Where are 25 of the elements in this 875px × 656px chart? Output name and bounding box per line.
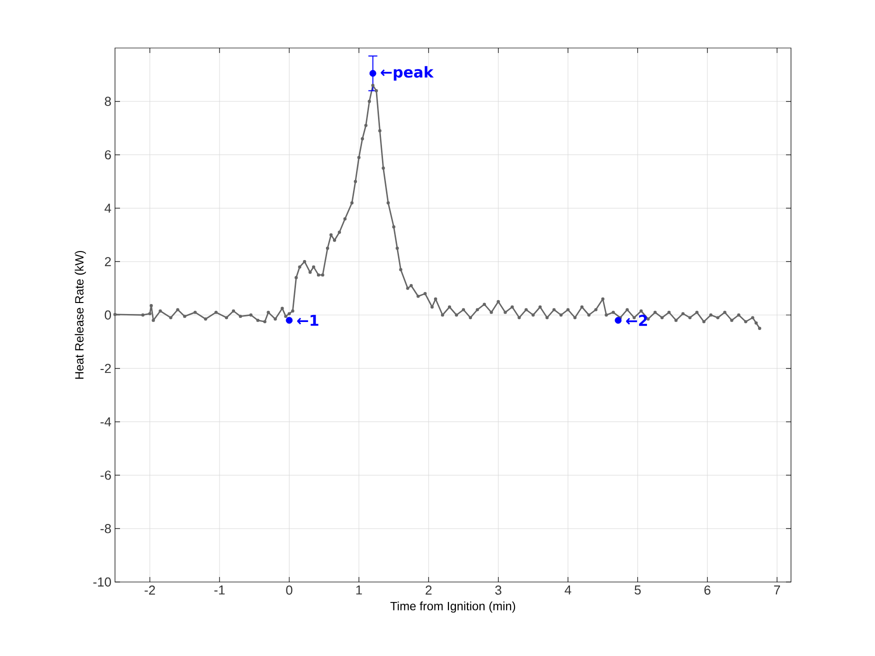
x-tick-label: 6	[704, 586, 710, 595]
y-tick-label: 2	[104, 257, 111, 266]
x-axis-title: Time from Ignition (min)	[390, 602, 516, 613]
x-tick-label: 0	[286, 586, 292, 595]
x-tick-label: -1	[214, 586, 225, 594]
x-tick-label: 5	[634, 586, 641, 595]
annotation: ←1	[297, 314, 318, 326]
x-tick-label: 2	[426, 586, 432, 595]
annotation: ←2	[626, 314, 647, 326]
y-tick-label: -10	[93, 577, 111, 587]
y-tick-label: 0	[104, 310, 111, 320]
y-tick-label: -4	[100, 417, 112, 426]
y-tick-label: -8	[100, 524, 111, 534]
x-tick-label: 3	[495, 586, 502, 595]
x-tick-label: 4	[564, 586, 572, 594]
y-tick-label: 4	[104, 204, 112, 213]
x-tick-label: 1	[356, 586, 362, 594]
y-tick-label: -6	[100, 470, 111, 480]
y-tick-label: -2	[100, 364, 111, 373]
y-tick-label: 6	[104, 150, 111, 160]
x-tick-label: 7	[774, 586, 780, 594]
y-tick-label: 8	[104, 96, 111, 106]
annotation: ←peak	[380, 66, 434, 81]
x-tick-label: -2	[144, 586, 155, 595]
y-axis-title: Heat Release Rate (kW)	[74, 250, 86, 379]
